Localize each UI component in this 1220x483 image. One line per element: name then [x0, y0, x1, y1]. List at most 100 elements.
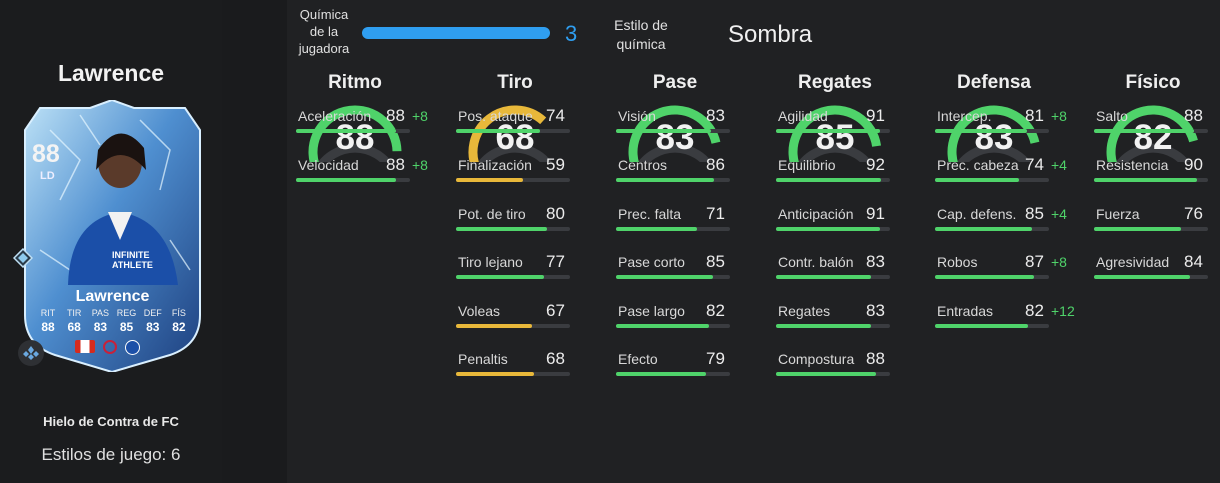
card-player-name: Lawrence — [75, 288, 150, 305]
attribute-stat-bar-fill — [456, 275, 544, 279]
attribute-stat-row: Agilidad 91 — [776, 106, 914, 138]
attribute-stat-bar — [456, 129, 570, 133]
player-card[interactable]: 88 LD INFINITE ATHLETE Lawrence RIT 88 TI… — [20, 100, 205, 372]
attribute-stat-name: Compostura — [778, 351, 855, 367]
attribute-stat-value: 82 — [1025, 301, 1044, 320]
player-panel: Lawrence 88 LD INFINITE ATHLETE Lawrence — [0, 0, 222, 483]
evolution-diamond-icon[interactable] — [13, 248, 33, 268]
attribute-stat-value: 83 — [706, 106, 725, 125]
attribute-column-title: Físico — [1125, 72, 1181, 93]
attribute-stat-boost: +4 — [1051, 157, 1067, 173]
attribute-stat-row: Anticipación 91 — [776, 204, 914, 236]
attribute-stat-row: Cap. defens. 85 +4 — [935, 204, 1073, 236]
attribute-gauge-value: 85 — [815, 118, 855, 157]
attribute-stat-row: Contr. balón 83 — [776, 252, 914, 284]
attribute-stat-bar-fill — [1094, 227, 1181, 231]
attribute-stat-name: Prec. falta — [618, 206, 682, 222]
attribute-stat-value: 92 — [866, 155, 885, 174]
card-stat-value: 83 — [93, 320, 108, 334]
card-stat: DEF 83 — [141, 308, 165, 334]
attribute-column-title: Defensa — [957, 72, 1031, 93]
attribute-stat-bar-fill — [776, 372, 876, 376]
card-type-label: Hielo de Contra de FC — [43, 414, 179, 429]
attribute-stat-value: 79 — [706, 349, 725, 368]
attribute-stat-bar — [456, 275, 570, 279]
attribute-stat-bar-fill — [456, 324, 532, 328]
attribute-stat-bar-fill — [456, 372, 534, 376]
card-stat-value: 85 — [119, 320, 134, 334]
chemistry-label: Química de la jugadora — [294, 6, 354, 57]
attribute-stat-row: Pase largo 82 — [616, 301, 754, 333]
attribute-stat-value: 91 — [866, 204, 885, 223]
attribute-stat-bar-fill — [616, 275, 713, 279]
gauge-fill — [468, 105, 547, 162]
card-stat-value: 88 — [41, 320, 55, 334]
attribute-stat-row: Voleas 67 — [456, 301, 594, 333]
attribute-stat-bar — [1094, 227, 1208, 231]
card-stat-label: TIR — [66, 308, 82, 318]
attribute-gauge — [468, 105, 552, 162]
attribute-stat-bar — [776, 372, 890, 376]
attribute-stat-row: Intercep. 81 +8 — [935, 106, 1073, 138]
attribute-stat-name: Intercep. — [937, 108, 992, 124]
attribute-stat-value: 83 — [866, 301, 885, 320]
gauge-track — [638, 143, 712, 162]
card-stat: PAS 83 — [88, 308, 112, 334]
chemistry-value: 3 — [565, 21, 578, 46]
card-background — [24, 100, 201, 372]
attribute-stat-row: Fuerza 76 — [1094, 204, 1220, 236]
card-stats: RIT 88 TIR 68 PAS 83 REG 85 DEF 83 FÍS 82 — [36, 308, 191, 334]
card-stat: FÍS 82 — [167, 308, 191, 334]
attribute-stat-name: Cap. defens. — [937, 206, 1017, 222]
attribute-stat-name: Penaltis — [458, 351, 508, 367]
attribute-stat-row: Centros 86 — [616, 155, 754, 187]
attribute-stat-value: 59 — [546, 155, 565, 174]
attribute-stat-name: Finalización — [458, 157, 532, 173]
attribute-stat-bar — [456, 324, 570, 328]
attribute-stat-bar — [616, 275, 730, 279]
attribute-stat-row: Prec. cabeza 74 +4 — [935, 155, 1073, 187]
playstyle-toggle-icon[interactable] — [18, 340, 44, 366]
attribute-stat-bar-fill — [935, 275, 1034, 279]
chemistry-label-line: de la — [309, 24, 339, 39]
attribute-stat-bar-fill — [776, 178, 881, 182]
attribute-stat-bar-fill — [935, 129, 1027, 133]
attribute-stat-row: Visión 83 — [616, 106, 754, 138]
attribute-stat-bar — [1094, 178, 1208, 182]
attribute-stat-name: Velocidad — [298, 157, 359, 173]
attribute-stat-row: Salto 88 — [1094, 106, 1220, 138]
attribute-column-title: Tiro — [497, 72, 533, 93]
card-badges — [75, 340, 140, 355]
attribute-stat-value: 81 — [1025, 106, 1044, 125]
attribute-column-title: Ritmo — [328, 72, 382, 93]
gauge-fill — [1106, 105, 1198, 162]
attribute-column-title: Regates — [798, 72, 872, 93]
attribute-stat-bar — [1094, 275, 1208, 279]
attribute-stat-value: 88 — [386, 106, 405, 125]
attribute-stat-name: Resistencia — [1096, 157, 1169, 173]
attribute-stat-bar-fill — [616, 227, 697, 231]
card-stat: REG 85 — [115, 308, 139, 334]
chem-style-label: Estilo de química — [605, 16, 677, 54]
attribute-stat-bar — [456, 227, 570, 231]
attribute-gauge — [947, 105, 1040, 162]
attribute-stat-row: Entradas 82 +12 — [935, 301, 1075, 333]
attribute-gauge — [628, 105, 721, 162]
attribute-stat-name: Tiro lejano — [458, 254, 523, 270]
card-rating: 88 — [32, 140, 60, 168]
attribute-stat-name: Equilibrio — [778, 157, 836, 173]
chem-style-label-line: química — [616, 36, 666, 52]
attribute-stat-name: Anticipación — [778, 206, 854, 222]
attribute-stat-boost: +8 — [1051, 254, 1067, 270]
attribute-stat-name: Pase corto — [618, 254, 685, 270]
chem-style-name[interactable]: Sombra — [728, 21, 813, 48]
attribute-stat-bar-fill — [776, 129, 880, 133]
attribute-stat-boost: +4 — [1051, 206, 1067, 222]
attribute-stat-bar-fill — [616, 324, 709, 328]
attribute-stat-name: Pot. de tiro — [458, 206, 526, 222]
attribute-stat-name: Entradas — [937, 303, 994, 319]
attribute-stat-value: 90 — [1184, 155, 1203, 174]
attribute-stat-value: 67 — [546, 301, 565, 320]
attribute-stat-bar-fill — [776, 275, 871, 279]
attribute-stat-bar — [456, 178, 570, 182]
